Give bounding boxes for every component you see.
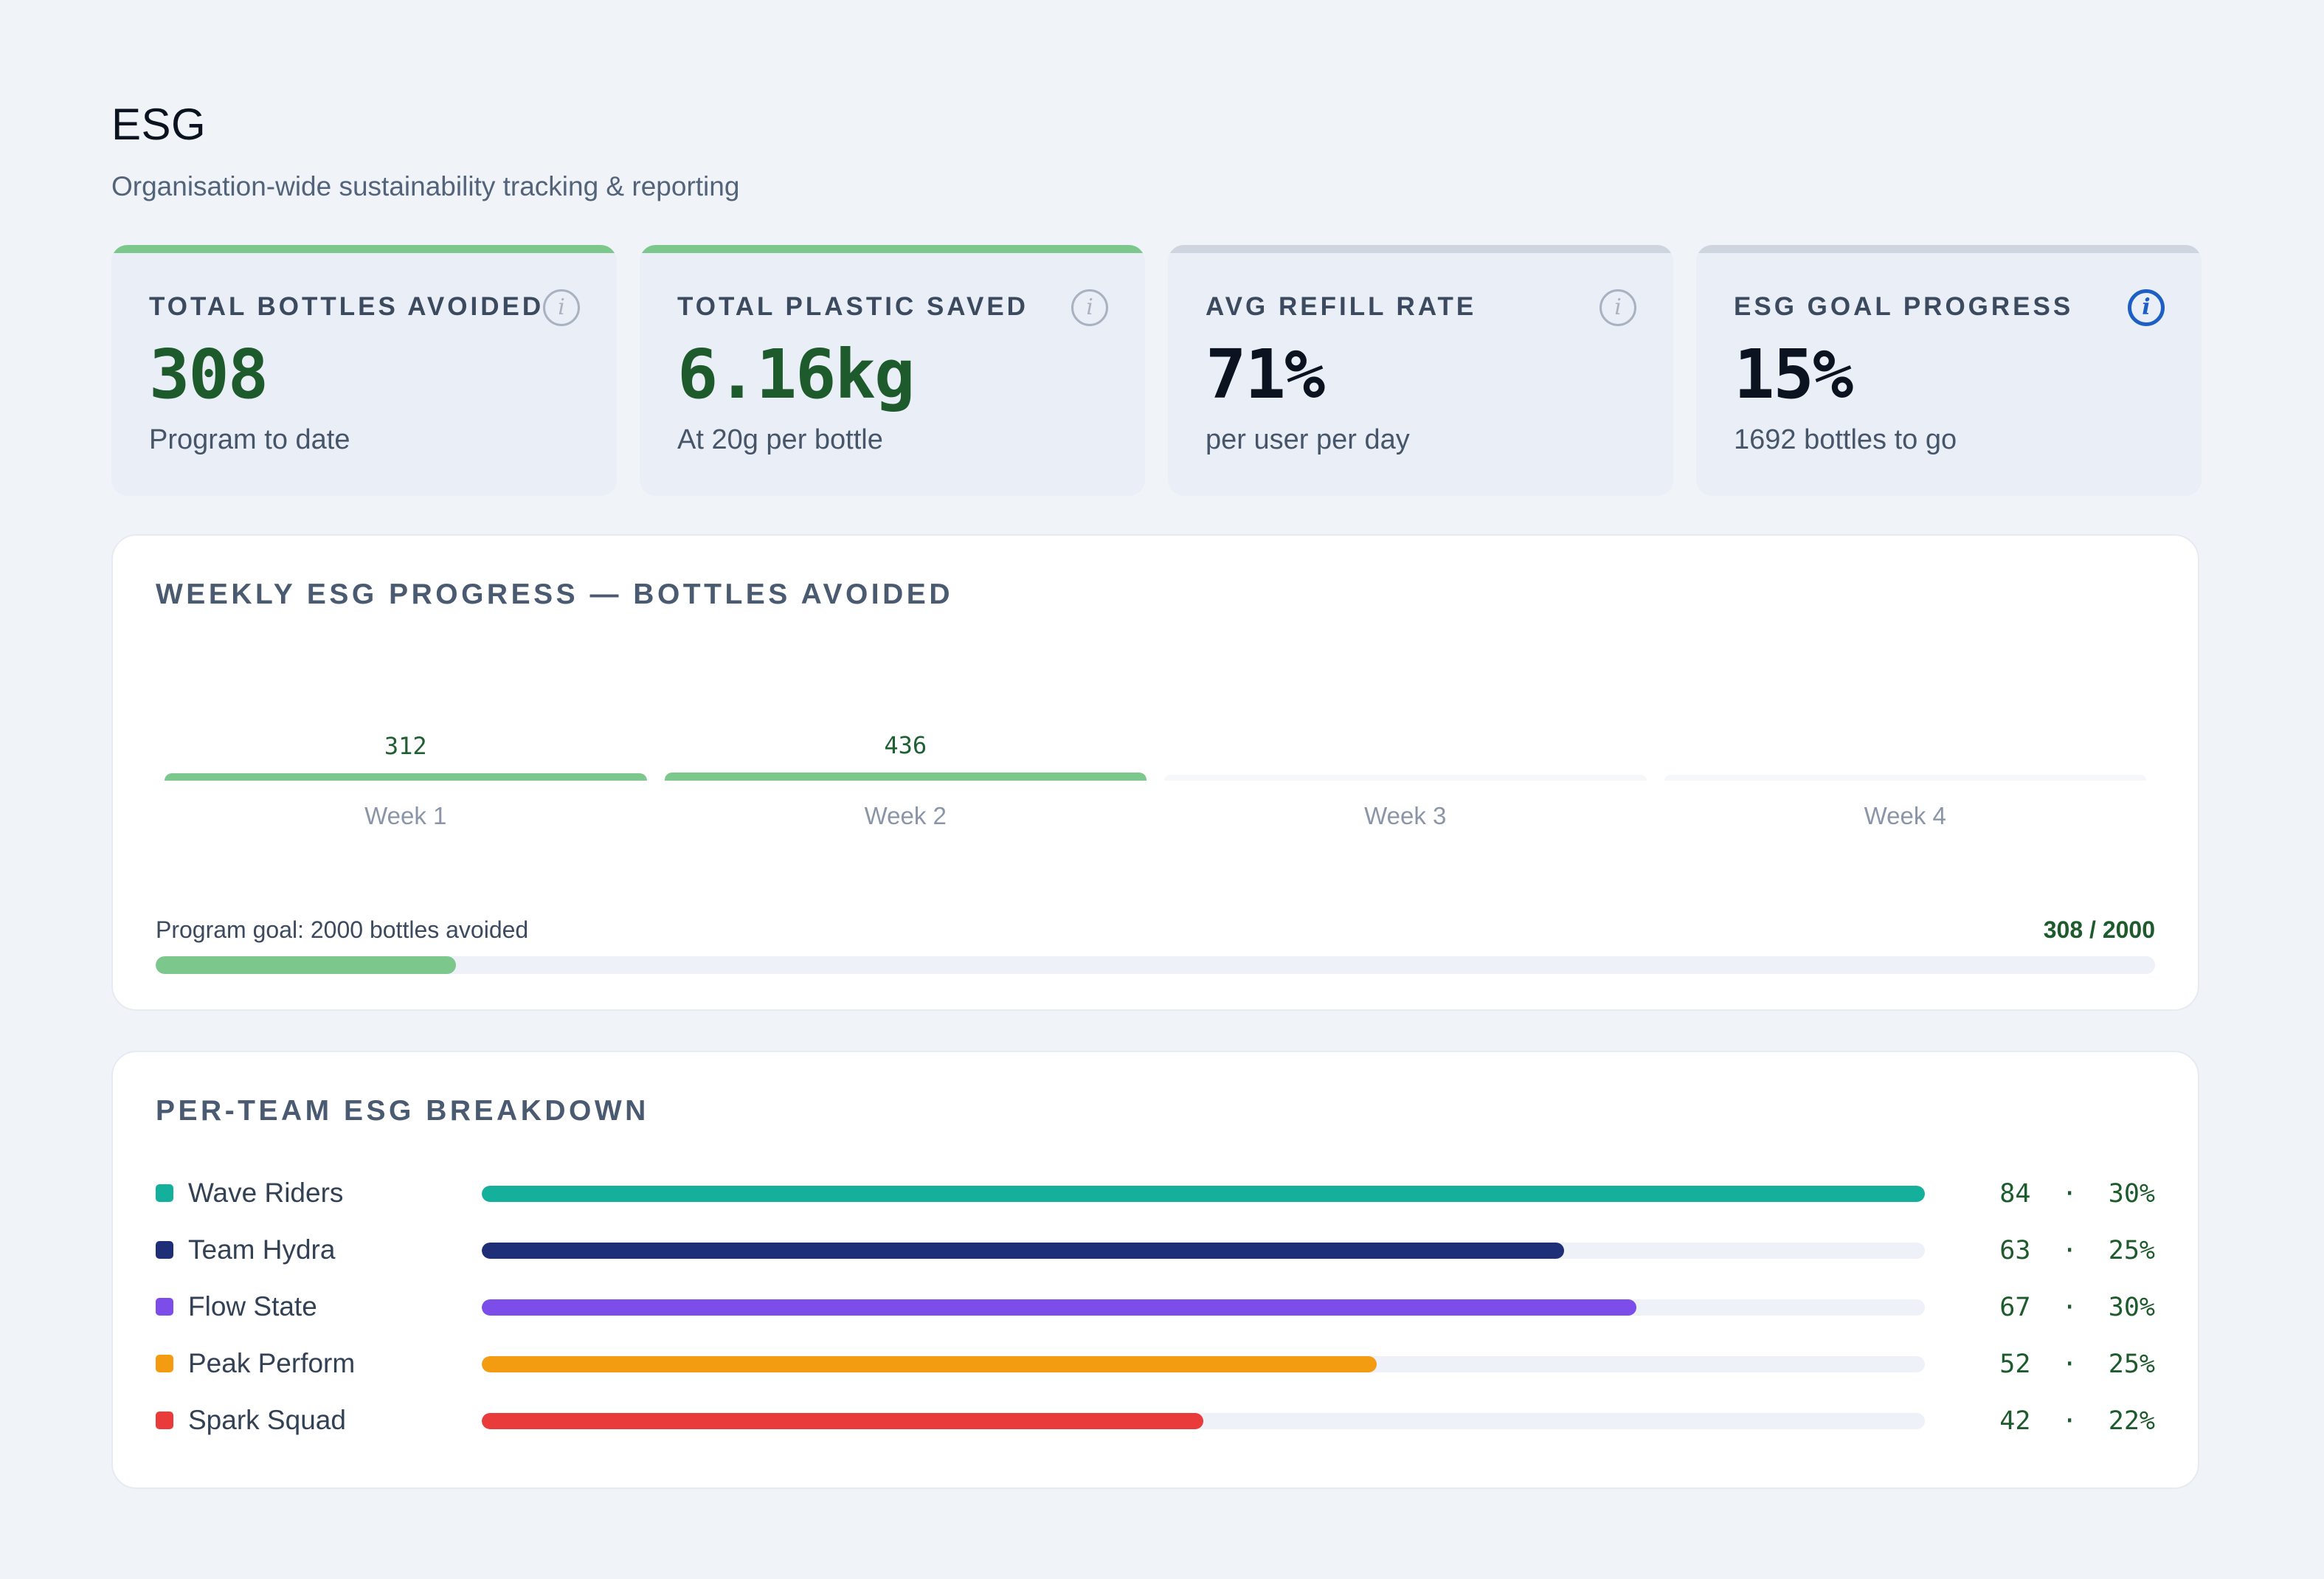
team-progress-fill <box>482 1186 1925 1202</box>
team-value: 63 · 25% <box>1999 1236 2155 1265</box>
weekly-progress-panel: WEEKLY ESG PROGRESS — BOTTLES AVOIDED 31… <box>111 534 2199 1011</box>
kpi-card-total-plastic-saved: TOTAL PLASTIC SAVED i 6.16kg At 20g per … <box>640 245 1145 496</box>
team-color-swatch <box>156 1412 173 1429</box>
x-tick-label: Week 3 <box>1364 802 1447 829</box>
team-value: 52 · 25% <box>1999 1350 2155 1379</box>
team-name: Peak Perform <box>188 1348 356 1378</box>
kpi-accent-bar <box>1168 245 1673 253</box>
bar-value-label: 312 <box>384 732 427 760</box>
team-row: Wave Riders 84 · 30% <box>156 1172 2155 1216</box>
team-color-swatch <box>156 1184 173 1202</box>
kpi-card-total-bottles-avoided: TOTAL BOTTLES AVOIDED i 308 Program to d… <box>111 245 617 496</box>
team-count: 84 <box>1999 1179 2031 1209</box>
kpi-value: 71% <box>1206 335 1325 414</box>
kpi-label: ESG GOAL PROGRESS <box>1734 292 2074 321</box>
team-percent: 25% <box>2108 1236 2155 1265</box>
goal-progress-fill <box>156 956 456 974</box>
kpi-caption: Program to date <box>149 424 350 455</box>
bar-column: 436 Week 2 <box>656 661 1156 838</box>
team-progress-bar <box>482 1356 1925 1372</box>
team-row: Peak Perform 52 · 25% <box>156 1342 2155 1386</box>
kpi-caption: per user per day <box>1206 424 1410 455</box>
team-color-swatch <box>156 1298 173 1316</box>
team-name: Flow State <box>188 1291 317 1321</box>
bar-value-label: 436 <box>884 731 927 759</box>
kpi-accent-bar <box>1696 245 2202 253</box>
team-progress-fill <box>482 1356 1377 1372</box>
kpi-accent-bar <box>111 245 617 253</box>
team-count: 42 <box>1999 1406 2031 1436</box>
team-breakdown-panel: PER-TEAM ESG BREAKDOWN Wave Riders 84 · … <box>111 1051 2199 1489</box>
team-name: Team Hydra <box>188 1234 336 1265</box>
goal-label: Program goal: 2000 bottles avoided <box>156 916 529 943</box>
kpi-cards: TOTAL BOTTLES AVOIDED i 308 Program to d… <box>111 245 2202 496</box>
kpi-value: 6.16kg <box>677 335 915 414</box>
bar[interactable] <box>1164 775 1647 781</box>
bar-column: Week 4 <box>1656 661 2156 838</box>
goal-count: 308 / 2000 <box>2043 916 2155 943</box>
team-row: Flow State 67 · 30% <box>156 1285 2155 1330</box>
team-color-swatch <box>156 1241 173 1259</box>
kpi-caption: At 20g per bottle <box>677 424 883 455</box>
team-progress-bar <box>482 1243 1925 1259</box>
team-value: 42 · 22% <box>1999 1406 2155 1436</box>
bar-column: 312 Week 1 <box>156 661 656 838</box>
team-progress-bar <box>482 1413 1925 1429</box>
x-tick-label: Week 1 <box>364 802 447 829</box>
info-icon[interactable]: i <box>543 289 580 326</box>
team-name: Wave Riders <box>188 1178 344 1208</box>
weekly-bar-chart: 312 Week 1 436 Week 2 Week 3 Week 4 <box>156 661 2155 838</box>
page-title: ESG <box>111 100 207 149</box>
panel-title: WEEKLY ESG PROGRESS — BOTTLES AVOIDED <box>156 578 953 610</box>
team-progress-fill <box>482 1413 1203 1429</box>
kpi-accent-bar <box>640 245 1145 253</box>
bar-column: Week 3 <box>1155 661 1656 838</box>
kpi-caption: 1692 bottles to go <box>1734 424 1957 455</box>
team-percent: 30% <box>2108 1293 2155 1322</box>
team-row: Spark Squad 42 · 22% <box>156 1399 2155 1443</box>
team-row: Team Hydra 63 · 25% <box>156 1229 2155 1273</box>
bar[interactable] <box>165 773 647 781</box>
team-progress-fill <box>482 1243 1564 1259</box>
panel-title: PER-TEAM ESG BREAKDOWN <box>156 1095 649 1127</box>
kpi-value: 308 <box>149 335 269 414</box>
goal-progress-bar <box>156 956 2155 974</box>
kpi-label: TOTAL BOTTLES AVOIDED <box>149 292 544 321</box>
team-percent: 25% <box>2108 1350 2155 1379</box>
team-value: 67 · 30% <box>1999 1293 2155 1322</box>
bar[interactable] <box>1664 775 2146 781</box>
team-progress-bar <box>482 1299 1925 1316</box>
team-progress-fill <box>482 1299 1636 1316</box>
team-color-swatch <box>156 1355 173 1372</box>
page-subtitle: Organisation-wide sustainability trackin… <box>111 171 740 201</box>
team-progress-bar <box>482 1186 1925 1202</box>
team-percent: 22% <box>2108 1406 2155 1436</box>
kpi-label: AVG REFILL RATE <box>1206 292 1477 321</box>
kpi-card-avg-refill-rate: AVG REFILL RATE i 71% per user per day <box>1168 245 1673 496</box>
info-icon[interactable]: i <box>1071 289 1108 326</box>
info-icon[interactable]: i <box>2128 289 2165 326</box>
team-count: 67 <box>1999 1293 2031 1322</box>
team-name: Spark Squad <box>188 1405 346 1435</box>
team-value: 84 · 30% <box>1999 1179 2155 1209</box>
x-tick-label: Week 2 <box>864 802 947 829</box>
kpi-value: 15% <box>1734 335 1853 414</box>
kpi-card-esg-goal-progress: ESG GOAL PROGRESS i 15% 1692 bottles to … <box>1696 245 2202 496</box>
kpi-label: TOTAL PLASTIC SAVED <box>677 292 1028 321</box>
info-icon[interactable]: i <box>1600 289 1636 326</box>
team-percent: 30% <box>2108 1179 2155 1209</box>
x-tick-label: Week 4 <box>1864 802 1946 829</box>
bar[interactable] <box>664 773 1147 781</box>
team-count: 63 <box>1999 1236 2031 1265</box>
team-count: 52 <box>1999 1350 2031 1379</box>
